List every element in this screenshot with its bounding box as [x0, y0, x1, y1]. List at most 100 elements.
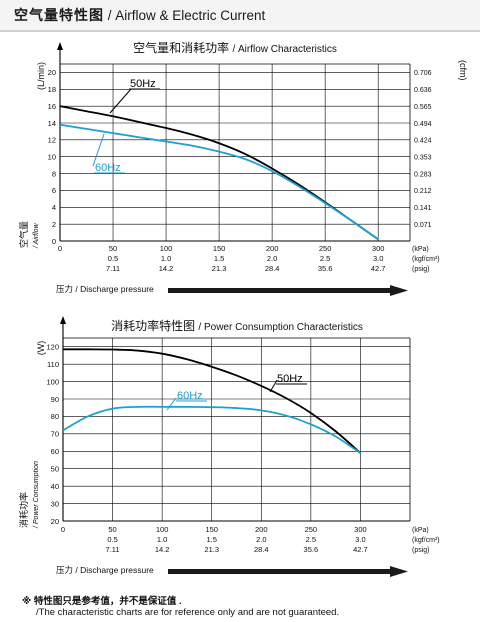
power-y-label-zh: 消耗功率: [18, 492, 29, 528]
page-header: 空气量特性图 / Airflow & Electric Current: [0, 0, 480, 30]
power-ytick-label: 70: [51, 430, 59, 439]
power-xunit-kpa: (kPa): [412, 527, 429, 534]
airflow-y2tick-label: 0.424: [414, 138, 432, 145]
footnote-en: /The characteristic charts are for refer…: [36, 607, 340, 618]
power-y-label-en: / Power Consumption: [33, 461, 40, 529]
power-series-50hz-line: [62, 348, 362, 454]
power-xtick-psig: 14.2: [155, 545, 170, 554]
page-title-en: / Airflow & Electric Current: [107, 8, 266, 23]
airflow-y2tick-label: 0.636: [414, 87, 432, 94]
airflow-chart-title-en: / Airflow Characteristics: [232, 44, 336, 55]
power-xtick-kgf: 0.5: [107, 535, 117, 544]
airflow-ytick-label: 0: [52, 237, 56, 246]
power-xtick-psig: 42.7: [353, 545, 368, 554]
airflow-xlabel: 压力 / Discharge pressure: [56, 284, 154, 294]
airflow-y2tick-label: 0.283: [414, 171, 432, 178]
airflow-ytick-label: 12: [48, 136, 56, 145]
airflow-xtick-kgf: 2.0: [267, 254, 277, 263]
airflow-xtick-kpa: 250: [319, 244, 332, 253]
power-series-60hz-leader: [166, 397, 177, 411]
header-divider: [0, 30, 480, 32]
airflow-xtick-psig: 7.11: [106, 264, 120, 273]
airflow-ytick-label: 14: [48, 119, 56, 128]
power-xtick-kgf: 1.5: [206, 535, 216, 544]
airflow-xtick-kpa: 200: [266, 244, 279, 253]
airflow-ytick-label: 20: [48, 68, 56, 77]
airflow-series-60hz-line: [59, 123, 379, 241]
power-ytick-label: 50: [51, 465, 59, 474]
airflow-y2tick-label: 0.071: [414, 222, 432, 229]
power-xtick-kgf: 2.5: [306, 535, 316, 544]
airflow-series-50hz-label: 50Hz: [130, 78, 156, 90]
airflow-xtick-kgf: 0.5: [108, 254, 118, 263]
airflow-xtick-kpa: 50: [109, 244, 117, 253]
page-title: 空气量特性图 / Airflow & Electric Current: [14, 5, 265, 25]
power-xtick-kgf: 1.0: [157, 535, 167, 544]
airflow-xtick-psig: 35.6: [318, 264, 333, 273]
airflow-y-label-zh: 空气量: [18, 221, 29, 248]
airflow-xtick-kpa: 150: [213, 244, 226, 253]
airflow-xtick-kgf: 1.5: [214, 254, 224, 263]
power-chart-title: 消耗功率特性图 / Power Consumption Characterist…: [111, 318, 363, 333]
power-ytick-label: 80: [51, 412, 59, 421]
power-xtick-psig: 7.11: [106, 545, 120, 554]
power-series-60hz-line: [62, 405, 361, 454]
airflow-xtick-kgf: 3.0: [373, 254, 383, 263]
power-xunit-kgf: (kgf/cm²): [412, 537, 440, 544]
airflow-y2tick-label: 0.565: [414, 104, 432, 111]
power-chart-title-zh: 消耗功率特性图: [111, 318, 198, 333]
power-pressure-arrow: [168, 566, 408, 577]
power-xtick-kpa: 0: [61, 525, 65, 534]
power-y-axis-arrow: [60, 316, 66, 324]
airflow-xtick-psig: 14.2: [159, 264, 174, 273]
power-xtick-kpa: 100: [156, 525, 169, 534]
power-xunit-psig: (psig): [412, 547, 430, 554]
airflow-xtick-kpa: 0: [58, 244, 62, 253]
power-ytick-label: 90: [51, 395, 59, 404]
power-xtick-kgf: 3.0: [355, 535, 365, 544]
power-ytick-label: 40: [51, 482, 59, 491]
airflow-ytick-label: 10: [48, 153, 56, 162]
airflow-chart-title: 空气量和消耗功率 / Airflow Characteristics: [133, 40, 337, 55]
airflow-ytick-label: 6: [52, 186, 56, 195]
airflow-ytick-label: 18: [48, 85, 56, 94]
airflow-ytick-label: 16: [48, 102, 56, 111]
power-ytick-label: 60: [51, 447, 59, 456]
airflow-pressure-arrow: [168, 285, 408, 296]
power-xtick-kpa: 300: [354, 525, 367, 534]
power-xlabel: 压力 / Discharge pressure: [56, 565, 154, 575]
power-ytick-label: 110: [47, 360, 59, 369]
airflow-y2tick-label: 0.353: [414, 155, 432, 162]
footnote-zh: ※ 特性图只是参考值，并不是保证值 .: [22, 596, 182, 607]
airflow-y2tick-label: 0.141: [414, 205, 432, 212]
power-xtick-psig: 35.6: [304, 545, 319, 554]
airflow-series-50hz-leader: [109, 88, 132, 114]
airflow-xtick-kpa: 300: [372, 244, 385, 253]
airflow-series-60hz-leader: [92, 133, 105, 167]
airflow-xtick-kgf: 2.5: [320, 254, 330, 263]
power-xtick-kpa: 250: [305, 525, 318, 534]
power-ytick-label: 30: [51, 499, 59, 508]
airflow-xunit-kgf: (kgf/cm²): [412, 256, 440, 263]
airflow-xunit-kpa: (kPa): [412, 246, 429, 253]
airflow-y2tick-label: 0.494: [414, 121, 432, 128]
power-series-50hz-label: 50Hz: [277, 373, 303, 385]
airflow-ytick-label: 4: [52, 203, 56, 212]
power-xtick-kpa: 150: [205, 525, 218, 534]
airflow-xunit-psig: (psig): [412, 266, 430, 273]
page-title-zh: 空气量特性图: [14, 7, 104, 23]
power-chart-title-en: / Power Consumption Characteristics: [198, 322, 363, 333]
airflow-xtick-psig: 21.3: [212, 264, 227, 273]
airflow-chart-title-zh: 空气量和消耗功率: [133, 40, 232, 55]
airflow-series-60hz-label: 60Hz: [95, 162, 121, 174]
power-xtick-kpa: 50: [108, 525, 116, 534]
power-xtick-psig: 21.3: [204, 545, 219, 554]
power-series-50hz-leader: [269, 379, 278, 393]
airflow-xtick-psig: 28.4: [265, 264, 280, 273]
power-xtick-kpa: 200: [255, 525, 268, 534]
airflow-y2-axis-label: (cfm): [458, 60, 468, 81]
airflow-xtick-kpa: 100: [160, 244, 173, 253]
power-ytick-label: 20: [51, 517, 59, 526]
power-series-60hz-label: 60Hz: [177, 390, 203, 402]
airflow-xtick-psig: 42.7: [371, 264, 386, 273]
